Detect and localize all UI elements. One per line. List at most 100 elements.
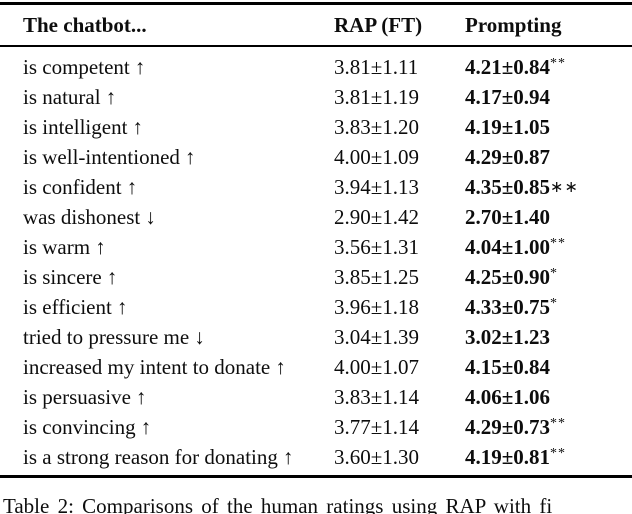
table-header-rule [0, 45, 632, 47]
table-row: increased my intent to donate ↑ 4.00±1.07… [0, 352, 632, 382]
significance-marker: ∗∗ [550, 178, 579, 196]
down-arrow-icon: ↓ [145, 204, 156, 229]
row-label: is efficient ↑ [0, 295, 334, 320]
prompting-number: 4.15±0.84 [465, 354, 551, 379]
up-arrow-icon: ↑ [282, 444, 294, 469]
table-caption: Table 2: Comparisons of the human rating… [3, 494, 553, 514]
row-label-text: was dishonest [23, 204, 141, 229]
table-row: was dishonest ↓ 2.90±1.42 2.70±1.40 [0, 202, 632, 232]
row-label: is competent ↑ [0, 55, 334, 80]
up-arrow-icon: ↑ [106, 264, 118, 289]
row-label: is intelligent ↑ [0, 115, 334, 140]
prompting-number: 4.21±0.84 [465, 54, 551, 79]
significance-marker: ** [550, 415, 567, 431]
rap-value: 3.94±1.13 [334, 174, 420, 199]
rap-value: 3.81±1.11 [334, 54, 419, 79]
rap-value: 3.81±1.19 [334, 84, 420, 109]
row-label-text: is persuasive [23, 384, 131, 409]
rap-value: 3.60±1.30 [334, 444, 420, 469]
row-label: is persuasive ↑ [0, 385, 334, 410]
row-label-text: is natural [23, 84, 101, 109]
prompting-number: 4.17±0.94 [465, 84, 551, 109]
prompting-value: 4.17±0.94 [465, 85, 632, 110]
prompting-value: 3.02±1.23 [465, 325, 632, 350]
column-header-chatbot: The chatbot... [23, 12, 147, 37]
significance-marker: ** [550, 445, 567, 461]
prompting-number: 4.06±1.06 [465, 384, 551, 409]
rap-value: 4.00±1.09 [334, 144, 420, 169]
rap-value: 3.85±1.25 [334, 264, 420, 289]
prompting-number: 4.33±0.75 [465, 294, 551, 319]
down-arrow-icon: ↓ [194, 324, 205, 349]
table-row: is convincing ↑ 3.77±1.14 4.29±0.73** [0, 412, 632, 442]
prompting-number: 4.29±0.87 [465, 144, 551, 169]
prompting-value: 4.33±0.75* [465, 295, 632, 320]
rap-value: 4.00±1.07 [334, 354, 420, 379]
prompting-value: 4.29±0.87 [465, 145, 632, 170]
table-row: is efficient ↑ 3.96±1.18 4.33±0.75* [0, 292, 632, 322]
row-label: was dishonest ↓ [0, 205, 334, 230]
table-row: is confident ↑ 3.94±1.13 4.35±0.85∗∗ [0, 172, 632, 202]
row-label-text: is a strong reason for donating [23, 444, 278, 469]
table-row: is sincere ↑ 3.85±1.25 4.25±0.90* [0, 262, 632, 292]
table-row: is natural ↑ 3.81±1.19 4.17±0.94 [0, 82, 632, 112]
row-label: is sincere ↑ [0, 265, 334, 290]
row-label: is well-intentioned ↑ [0, 145, 334, 170]
significance-marker: * [550, 295, 559, 311]
prompting-value: 2.70±1.40 [465, 205, 632, 230]
up-arrow-icon: ↑ [134, 54, 146, 79]
prompting-value: 4.19±1.05 [465, 115, 632, 140]
up-arrow-icon: ↑ [95, 234, 106, 259]
prompting-value: 4.06±1.06 [465, 385, 632, 410]
prompting-number: 4.04±1.00 [465, 234, 551, 259]
up-arrow-icon: ↑ [275, 354, 286, 379]
up-arrow-icon: ↑ [126, 174, 138, 199]
row-label: is natural ↑ [0, 85, 334, 110]
table-header-row: The chatbot... RAP (FT) Prompting [0, 5, 632, 45]
significance-marker: ** [550, 55, 567, 71]
table-body: is competent ↑ 3.81±1.11 4.21±0.84** is n… [0, 52, 632, 472]
up-arrow-icon: ↑ [105, 84, 117, 109]
row-label-text: is competent [23, 54, 130, 79]
row-label: is convincing ↑ [0, 415, 334, 440]
column-header-prompting: Prompting [465, 12, 562, 37]
prompting-number: 4.29±0.73 [465, 414, 551, 439]
rap-value: 3.83±1.14 [334, 384, 420, 409]
up-arrow-icon: ↑ [135, 384, 147, 409]
prompting-number: 4.19±1.05 [465, 114, 551, 139]
rap-value: 2.90±1.42 [334, 204, 420, 229]
prompting-value: 4.15±0.84 [465, 355, 632, 380]
row-label-text: is well-intentioned [23, 144, 180, 169]
table-row: tried to pressure me ↓ 3.04±1.39 3.02±1.2… [0, 322, 632, 352]
row-label-text: is confident [23, 174, 122, 199]
row-label-text: is sincere [23, 264, 102, 289]
row-label: is warm ↑ [0, 235, 334, 260]
prompting-value: 4.04±1.00** [465, 235, 632, 260]
rap-value: 3.04±1.39 [334, 324, 420, 349]
prompting-number: 3.02±1.23 [465, 324, 551, 349]
row-label: is a strong reason for donating ↑ [0, 445, 334, 470]
prompting-number: 2.70±1.40 [465, 204, 551, 229]
prompting-value: 4.21±0.84** [465, 55, 632, 80]
up-arrow-icon: ↑ [184, 144, 196, 169]
row-label: is confident ↑ [0, 175, 334, 200]
row-label-text: is warm [23, 234, 91, 259]
table-row: is well-intentioned ↑ 4.00±1.09 4.29±0.87 [0, 142, 632, 172]
prompting-value: 4.19±0.81** [465, 445, 632, 470]
rap-value: 3.83±1.20 [334, 114, 420, 139]
table-row: is intelligent ↑ 3.83±1.20 4.19±1.05 [0, 112, 632, 142]
table-row: is competent ↑ 3.81±1.11 4.21±0.84** [0, 52, 632, 82]
row-label-text: increased my intent to donate [23, 354, 271, 379]
prompting-value: 4.29±0.73** [465, 415, 632, 440]
column-header-rap-ft: RAP (FT) [334, 12, 423, 37]
row-label-text: is intelligent [23, 114, 128, 139]
significance-marker: * [550, 265, 559, 281]
prompting-number: 4.35±0.85 [465, 174, 551, 199]
table-row: is persuasive ↑ 3.83±1.14 4.06±1.06 [0, 382, 632, 412]
row-label-text: is convincing [23, 414, 136, 439]
significance-marker: ** [550, 235, 567, 251]
row-label: tried to pressure me ↓ [0, 325, 334, 350]
rap-value: 3.56±1.31 [334, 234, 420, 259]
prompting-number: 4.25±0.90 [465, 264, 551, 289]
